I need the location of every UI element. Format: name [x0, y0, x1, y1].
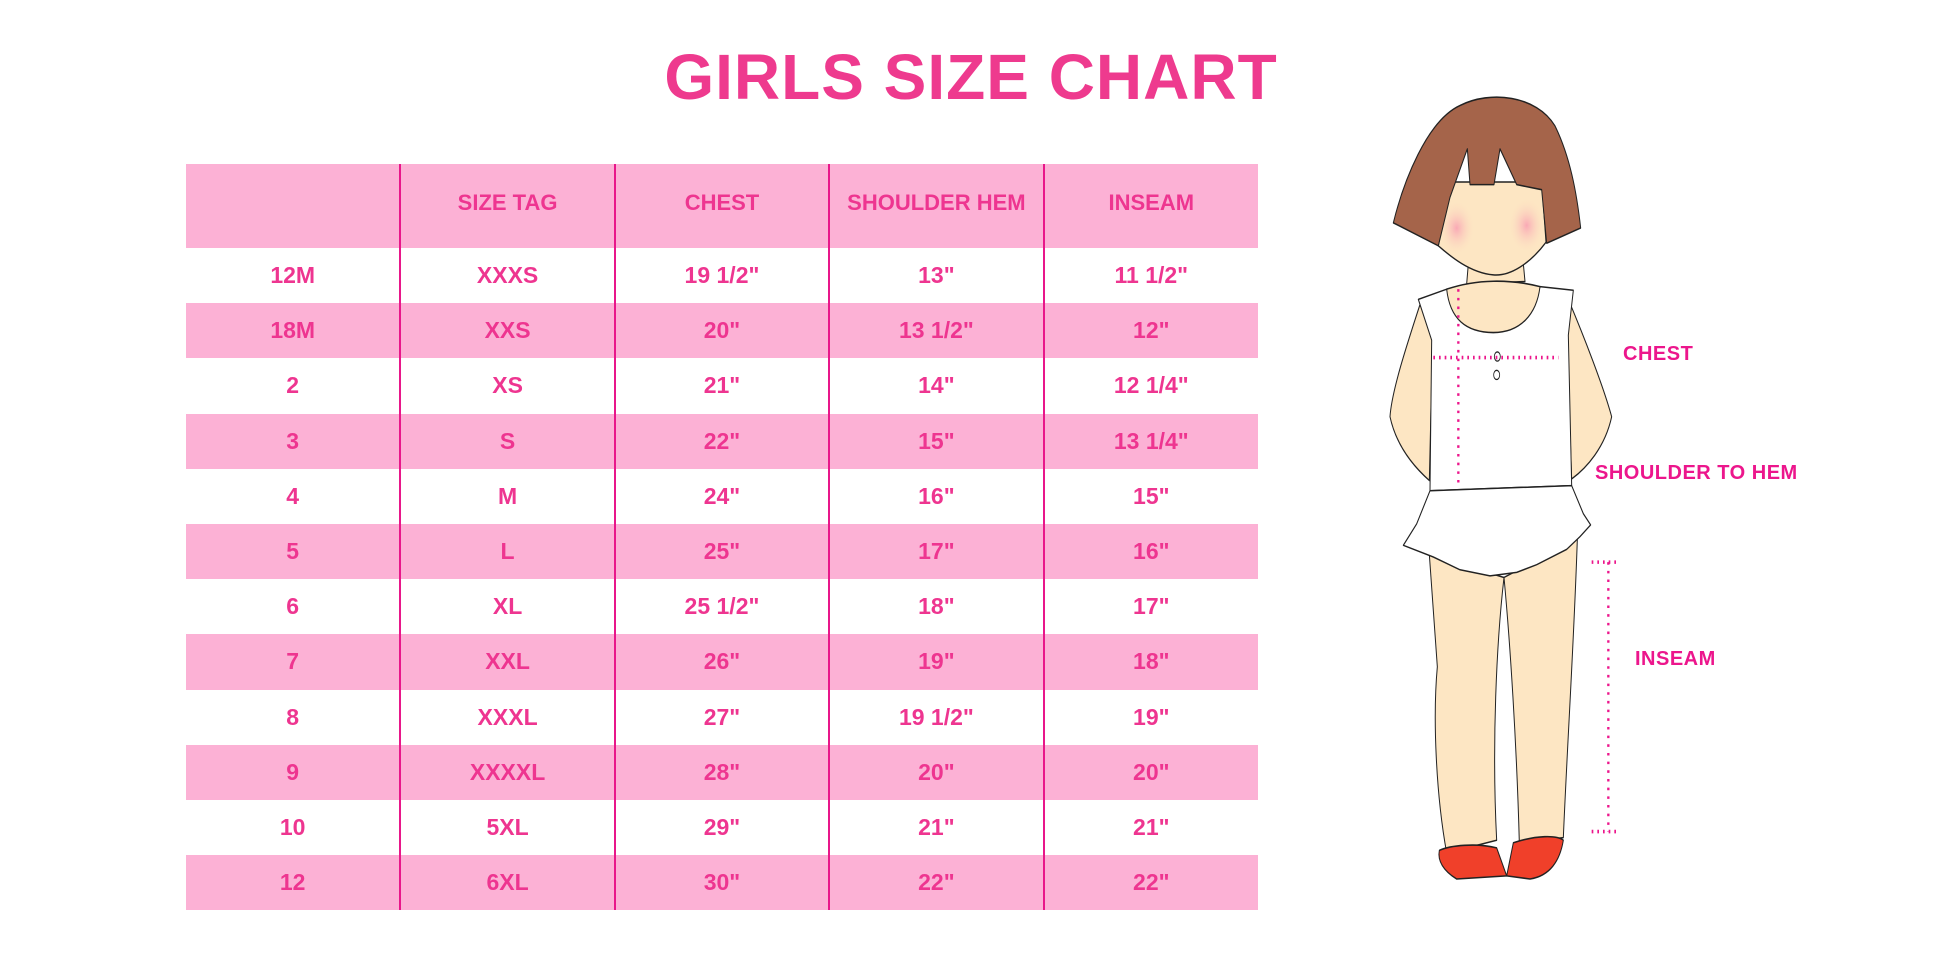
table-row: 10 5XL 29" 21" 21" — [186, 799, 1258, 856]
table-cell: 18M — [270, 317, 316, 344]
table-cell: XXXXL — [399, 744, 615, 800]
table-cell: 19" — [1042, 689, 1258, 745]
column-header: SIZE TAG — [399, 164, 615, 248]
table-cell: 18" — [828, 579, 1044, 635]
table-cell: 20" — [1042, 744, 1258, 800]
table-cell: 19 1/2" — [613, 248, 830, 304]
table-row: 2 XS 21" 14" 12 1/4" — [186, 358, 1258, 414]
table-cell: 24" — [613, 468, 830, 524]
right-leg — [1503, 538, 1578, 844]
table-cell: XS — [399, 358, 615, 414]
table-cell: 6XL — [399, 855, 615, 911]
chest-label: CHEST — [1623, 343, 1694, 365]
table-cell: 18" — [1042, 634, 1258, 690]
table-header-row: SIZE TAG CHEST SHOULDER HEM INSEAM — [186, 164, 1258, 248]
table-cell: L — [399, 523, 615, 580]
shoulder-to-hem-label: SHOULDER TO HEM — [1595, 462, 1798, 484]
table-row: 12M XXXS 19 1/2" 13" 11 1/2" — [186, 248, 1258, 304]
collar-skin — [1446, 280, 1541, 334]
table-cell: 21" — [1042, 799, 1258, 856]
table-row: 3 S 22" 15" 13 1/4" — [186, 413, 1258, 469]
table-cell: 3 — [286, 427, 300, 454]
table-cell: 17" — [1042, 579, 1258, 635]
table-cell: 13 1/4" — [1042, 413, 1258, 469]
table-cell: XXXL — [399, 689, 615, 745]
hair — [1392, 96, 1582, 247]
table-cell: 15" — [828, 413, 1044, 469]
table-cell: 4 — [286, 482, 300, 509]
table-cell: 20" — [613, 303, 830, 359]
table-cell: 19" — [828, 634, 1044, 690]
table-row: 8 XXXL 27" 19 1/2" 19" — [186, 689, 1258, 745]
right-arm — [1566, 298, 1613, 480]
size-chart-table: SIZE TAG CHEST SHOULDER HEM INSEAM 12M XXXS 1… — [186, 164, 1258, 911]
table-row: 9 XXXXL 28" 20" 20" — [186, 744, 1258, 800]
child-measurement-illustration — [1350, 80, 1850, 880]
table-row: 6 XL 25 1/2" 18" 17" — [186, 579, 1258, 635]
table-cell: 12 1/4" — [1042, 358, 1258, 414]
table-cell: 2 — [286, 372, 300, 399]
child-figure — [1389, 96, 1619, 880]
table-cell: XXXS — [399, 248, 615, 304]
table-cell: M — [399, 468, 615, 524]
table-cell: 12 — [279, 869, 306, 896]
table-cell: 12" — [1042, 303, 1258, 359]
table-cell: 27" — [613, 689, 830, 745]
left-leg — [1428, 553, 1505, 854]
table-cell: XL — [399, 579, 615, 635]
table-cell: 13 1/2" — [828, 303, 1044, 359]
left-arm — [1389, 303, 1434, 482]
table-cell: 22" — [1042, 855, 1258, 911]
table-cell: 6 — [286, 593, 300, 620]
table-row: 12 6XL 30" 22" 22" — [186, 855, 1258, 911]
table-cell: 9 — [286, 758, 300, 785]
table-cell: 17" — [828, 523, 1044, 580]
table-cell: XXL — [399, 634, 615, 690]
skirt — [1402, 484, 1592, 577]
table-row: 5 L 25" 17" 16" — [186, 523, 1258, 580]
table-cell: 22" — [613, 413, 830, 469]
column-header — [186, 164, 400, 248]
table-row: 4 M 24" 16" 15" — [186, 468, 1258, 524]
table-cell: 12M — [270, 262, 316, 289]
table-cell: 8 — [286, 703, 300, 730]
column-header: INSEAM — [1042, 164, 1258, 248]
title-text: GIRLS SIZE CHART — [664, 41, 1278, 113]
table-cell: 21" — [613, 358, 830, 414]
inseam-label: INSEAM — [1635, 648, 1716, 670]
table-cell: 7 — [286, 648, 300, 675]
table-cell: 19 1/2" — [828, 689, 1044, 745]
table-cell: 14" — [828, 358, 1044, 414]
table-cell: 25" — [613, 523, 830, 580]
table-cell: 28" — [613, 744, 830, 800]
table-cell: 5 — [286, 538, 300, 565]
page-title: GIRLS SIZE CHART — [0, 40, 1944, 114]
table-cell: 26" — [613, 634, 830, 690]
table-cell: 15" — [1042, 468, 1258, 524]
table-cell: 30" — [613, 855, 830, 911]
table-cell: 5XL — [399, 799, 615, 856]
right-shoe — [1506, 835, 1564, 880]
table-row: 7 XXL 26" 19" 18" — [186, 634, 1258, 690]
table-cell: 16" — [828, 468, 1044, 524]
table-cell: S — [399, 413, 615, 469]
table-cell: 20" — [828, 744, 1044, 800]
left-shoe — [1438, 844, 1508, 880]
column-header: SHOULDER HEM — [828, 164, 1044, 248]
table-cell: 10 — [279, 813, 306, 840]
table-cell: 16" — [1042, 523, 1258, 580]
column-header: CHEST — [613, 164, 830, 248]
table-cell: 22" — [828, 855, 1044, 911]
table-cell: 11 1/2" — [1042, 248, 1258, 304]
table-row: 18M XXS 20" 13 1/2" 12" — [186, 303, 1258, 359]
table-cell: 13" — [828, 248, 1044, 304]
table-cell: 29" — [613, 799, 830, 856]
table-cell: 21" — [828, 799, 1044, 856]
table-cell: 25 1/2" — [613, 579, 830, 635]
table-cell: XXS — [399, 303, 615, 359]
